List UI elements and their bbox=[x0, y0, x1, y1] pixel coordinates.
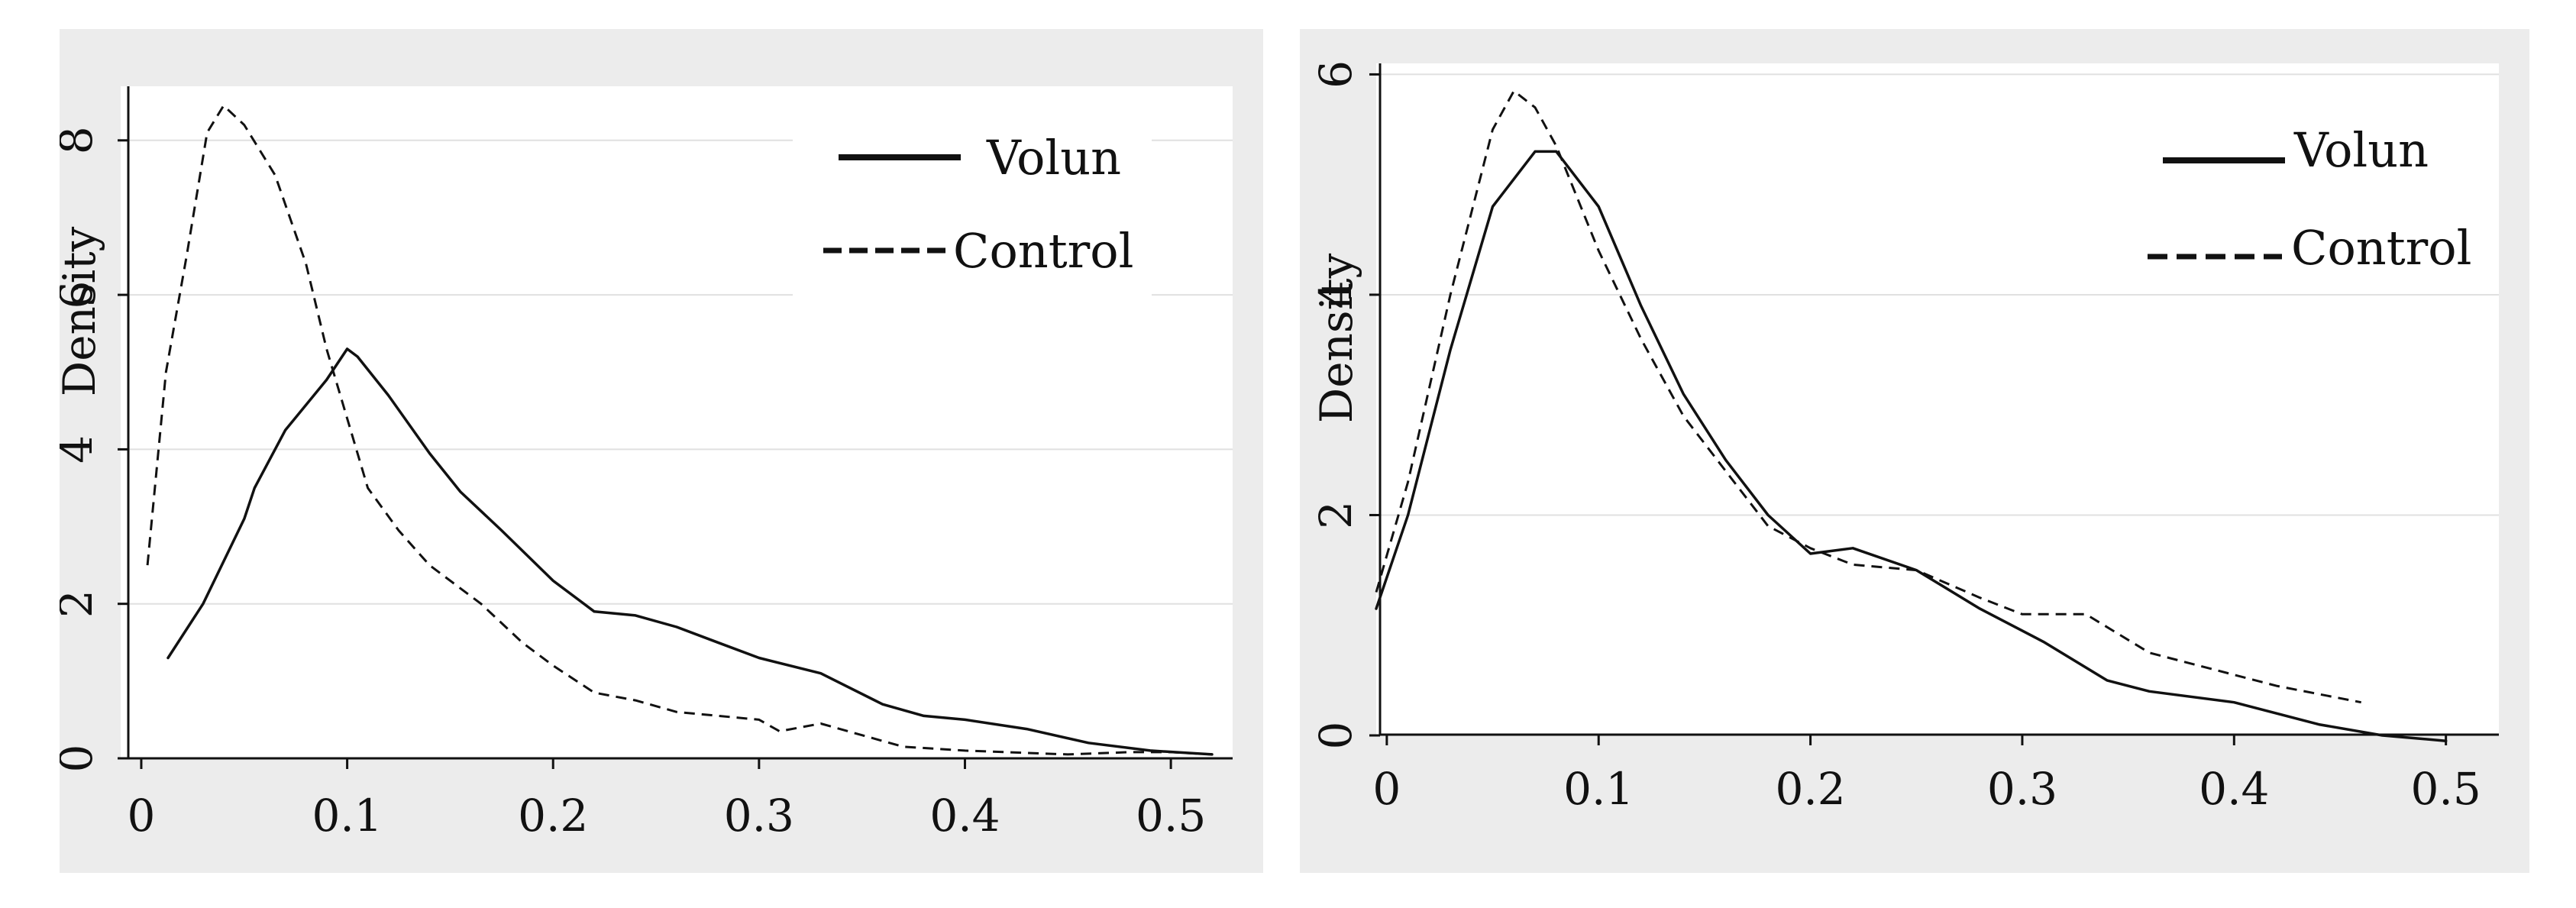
y-tick-label: 2 bbox=[1310, 501, 1362, 529]
y-tick-label: 4 bbox=[60, 435, 102, 464]
tick-labels: 0 2 4 6 0 0.1 0.2 0.3 0.4 0.5 bbox=[1310, 60, 2481, 815]
x-tick-label: 0.2 bbox=[518, 790, 588, 842]
legend-box bbox=[793, 117, 1152, 323]
x-tick-label: 0 bbox=[128, 790, 156, 842]
x-tick-label: 0.1 bbox=[312, 790, 382, 842]
x-tick-label: 0.5 bbox=[1136, 790, 1206, 842]
legend-label-control: Control bbox=[953, 223, 1133, 279]
x-tick-label: 0.4 bbox=[929, 790, 1000, 842]
series-lines bbox=[146, 104, 1214, 756]
legend-label-control: Control bbox=[2291, 220, 2471, 276]
legend: Volun Control bbox=[793, 117, 1152, 323]
series-line-volun bbox=[166, 347, 1214, 756]
x-tick-label: 0.3 bbox=[1987, 763, 2057, 815]
x-tick-label: 0 bbox=[1372, 763, 1401, 815]
right-density-plot: 0 2 4 6 0 0.1 0.2 0.3 0.4 0.5 Density Volun Contr… bbox=[1300, 29, 2529, 873]
left-density-plot: 0 2 4 6 8 0 0.1 0.2 0.3 0.4 0.5 Density Volun Cont… bbox=[60, 29, 1263, 873]
series-lines bbox=[1375, 89, 2448, 742]
y-tick-label: 4 bbox=[1310, 280, 1362, 309]
plot-area bbox=[1376, 63, 2499, 735]
x-tick-label: 0.1 bbox=[1563, 763, 1634, 815]
legend-label-volun: Volun bbox=[2293, 122, 2429, 178]
legend: Volun Control bbox=[2148, 122, 2471, 276]
series-line-volun bbox=[1375, 150, 2448, 742]
y-tick-label: 0 bbox=[1310, 722, 1362, 750]
x-tick-label: 0.4 bbox=[2199, 763, 2269, 815]
x-tick-label: 0.5 bbox=[2411, 763, 2481, 815]
x-tick-label: 0.3 bbox=[724, 790, 794, 842]
y-tick-label: 6 bbox=[60, 281, 102, 309]
series-line-control bbox=[146, 104, 1213, 756]
left-plot-svg: 0 2 4 6 8 0 0.1 0.2 0.3 0.4 0.5 Density Volun Cont… bbox=[60, 86, 1233, 842]
y-tick-label: 6 bbox=[1310, 60, 1362, 89]
series-line-control bbox=[1375, 89, 2361, 704]
x-tick-label: 0.2 bbox=[1775, 763, 1845, 815]
y-axis-title: Density bbox=[1311, 253, 1362, 423]
y-tick-label: 8 bbox=[60, 126, 102, 154]
axes bbox=[118, 86, 1233, 769]
y-tick-label: 0 bbox=[60, 745, 102, 773]
right-plot-svg: 0 2 4 6 0 0.1 0.2 0.3 0.4 0.5 Density Volun Contr… bbox=[1310, 60, 2499, 815]
axes bbox=[1369, 63, 2499, 745]
y-tick-label: 2 bbox=[60, 590, 102, 618]
y-axis-title: Density bbox=[60, 226, 105, 396]
legend-label-volun: Volun bbox=[986, 130, 1121, 186]
tick-labels: 0 2 4 6 8 0 0.1 0.2 0.3 0.4 0.5 bbox=[60, 126, 1206, 842]
gridlines bbox=[1380, 73, 2499, 516]
